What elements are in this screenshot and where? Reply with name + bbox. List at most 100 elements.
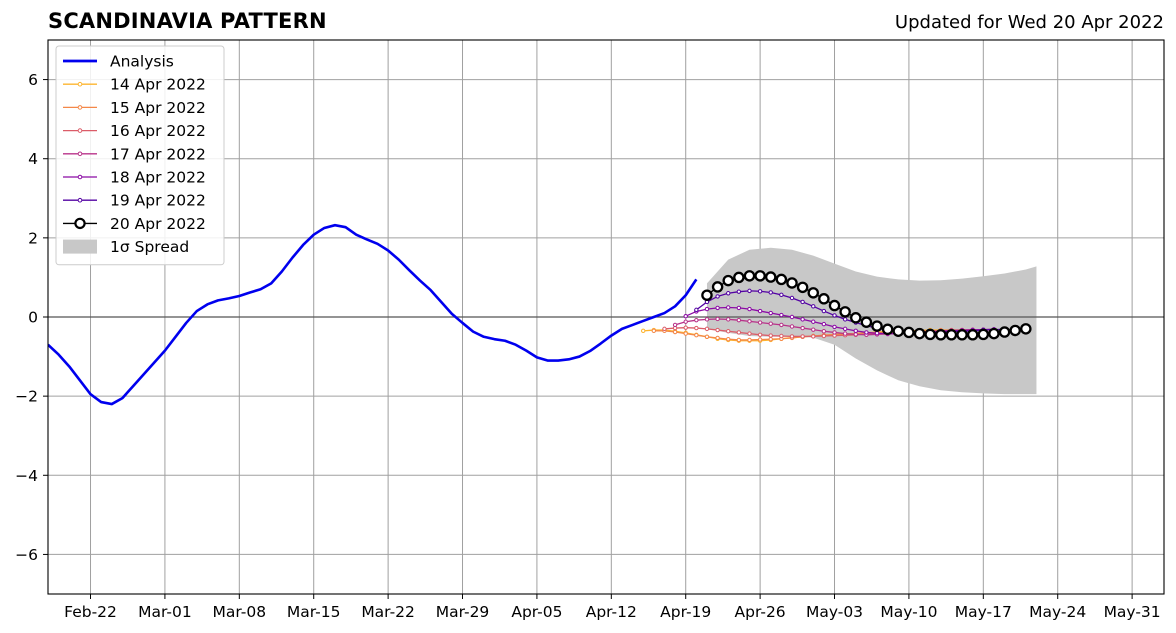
series-point: [789, 295, 795, 301]
legend-item: 1σ Spread: [63, 238, 189, 256]
legend-swatch-marker: [77, 151, 83, 157]
series-point: [747, 288, 752, 294]
y-tick-label: −2: [15, 388, 38, 406]
series-point: [800, 334, 805, 339]
legend-swatch-marker: [77, 81, 83, 87]
x-tick-label: May-03: [806, 603, 863, 621]
series-point: [662, 326, 667, 332]
series-point: [733, 271, 745, 284]
series-point: [892, 325, 905, 337]
series-point: [726, 305, 731, 310]
series-point: [704, 326, 710, 332]
legend: Analysis 14 Apr 2022 15 Apr 2022 16 Apr 202…: [55, 45, 225, 266]
series-point: [747, 306, 752, 312]
series-point: [966, 329, 979, 341]
series-point: [860, 316, 873, 328]
series-point: [757, 337, 763, 342]
series-point: [850, 312, 862, 324]
series-point: [704, 317, 710, 322]
series-point: [764, 271, 777, 283]
series-point: [747, 337, 752, 343]
series-point: [789, 314, 795, 320]
series-point: [807, 287, 820, 299]
series-point: [800, 317, 805, 322]
series-point: [811, 327, 816, 332]
series-point: [818, 293, 830, 305]
legend-swatch-marker: [77, 105, 83, 110]
series-point: [775, 273, 788, 286]
legend-label: 15 Apr 2022: [110, 99, 206, 117]
series-point: [786, 277, 798, 289]
x-tick-label: May-24: [1029, 603, 1086, 621]
x-tick-label: Mar-08: [213, 603, 267, 621]
series-point: [871, 320, 883, 332]
x-tick-label: Apr-19: [660, 603, 711, 621]
y-tick-label: 2: [28, 229, 38, 247]
series-point: [832, 330, 837, 335]
series-point: [683, 314, 688, 319]
series-point: [736, 317, 742, 323]
y-tick-label: −4: [15, 467, 38, 485]
legend-item: 18 Apr 2022: [63, 169, 206, 187]
legend-label: 18 Apr 2022: [110, 169, 206, 187]
series-point: [881, 323, 894, 336]
series-point: [779, 312, 784, 318]
chart-title: SCANDINAVIA PATTERN: [48, 9, 327, 33]
series-point: [757, 308, 763, 314]
series-point: [651, 328, 657, 334]
series-point: [701, 289, 713, 301]
series-point: [726, 336, 731, 342]
series-point: [726, 329, 731, 334]
series-point: [924, 328, 936, 341]
legend-label: 16 Apr 2022: [110, 122, 206, 140]
series-point: [796, 281, 809, 294]
series-point: [715, 316, 720, 322]
series-point: [768, 333, 773, 338]
series-point: [694, 317, 699, 323]
series-point: [839, 306, 851, 318]
series-point: [711, 281, 724, 293]
legend-label: 17 Apr 2022: [110, 145, 206, 163]
x-tick-label: Apr-26: [735, 603, 786, 621]
series-point: [726, 317, 731, 322]
x-tick-label: May-31: [1104, 603, 1161, 621]
legend-label: 20 Apr 2022: [110, 215, 206, 233]
series-point: [694, 307, 699, 313]
chart-subtitle: Updated for Wed 20 Apr 2022: [894, 12, 1164, 33]
x-tick-label: Mar-29: [436, 603, 490, 621]
series-point: [694, 325, 699, 331]
x-tick-label: May-17: [955, 603, 1012, 621]
y-tick-label: 0: [28, 309, 38, 327]
series-point: [768, 290, 773, 295]
series-point: [715, 327, 720, 333]
series-point: [757, 332, 763, 338]
x-tick-label: May-10: [880, 603, 937, 621]
series-point: [736, 330, 742, 335]
series-point: [800, 299, 805, 305]
legend-box: [55, 45, 225, 266]
y-tick-label: −6: [15, 546, 38, 564]
series-point: [672, 329, 678, 335]
series-point: [864, 330, 869, 335]
series-point: [828, 299, 841, 312]
series-7: [701, 270, 1032, 341]
series-point: [1020, 323, 1032, 335]
series-point: [779, 292, 784, 298]
series-point: [811, 304, 816, 309]
series-point: [754, 270, 766, 282]
series-point: [757, 289, 763, 294]
series-point: [1009, 324, 1021, 337]
x-tick-label: Mar-15: [287, 603, 341, 621]
series-point: [683, 331, 688, 336]
series-point: [736, 289, 742, 294]
series-point: [842, 317, 848, 322]
legend-swatch-marker: [77, 128, 83, 133]
legend-item: 17 Apr 2022: [63, 145, 206, 163]
y-tick-label: 6: [28, 71, 38, 89]
series-point: [842, 331, 848, 336]
series-point: [956, 329, 968, 341]
x-tick-label: Mar-01: [138, 603, 192, 621]
series-point: [672, 322, 678, 328]
series-point: [715, 305, 720, 311]
